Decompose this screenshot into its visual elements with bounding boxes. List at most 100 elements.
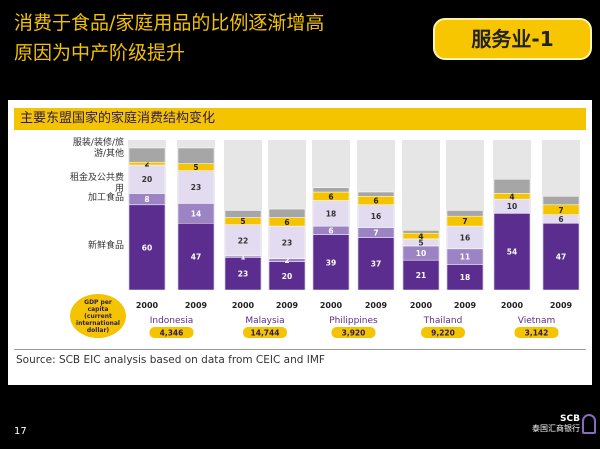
data-label: 4 <box>418 232 423 241</box>
legend-label: 租金及公共费用 <box>69 173 124 195</box>
data-label: 54 <box>507 248 517 257</box>
data-label: 37 <box>371 260 381 269</box>
badge: 服务业-1 <box>433 18 592 60</box>
data-label: 10 <box>507 202 517 211</box>
data-label: 60 <box>142 243 152 252</box>
data-label: 16 <box>460 233 470 242</box>
data-label: 6 <box>328 226 333 235</box>
bar-segment <box>446 264 484 291</box>
data-label: 23 <box>191 183 201 192</box>
data-label: 6 <box>328 192 333 201</box>
bar-segment <box>357 237 395 291</box>
data-label: 7 <box>373 228 378 237</box>
bar-segment <box>357 191 395 197</box>
data-label: 2 <box>144 160 149 169</box>
data-label: 6 <box>284 218 289 227</box>
bar-segment <box>128 204 166 291</box>
bar-segment <box>177 147 215 164</box>
data-label: 47 <box>556 253 566 262</box>
data-label: 7 <box>462 217 467 226</box>
group-label: Malaysia <box>245 316 284 326</box>
panel-title: 主要东盟国家的家庭消费结构变化 <box>14 108 586 130</box>
gdp-pill <box>149 327 194 338</box>
data-label: 14 <box>191 209 201 218</box>
data-label: 16 <box>371 212 381 221</box>
data-label: 20 <box>142 175 152 184</box>
gdp-value: 14,744 <box>251 329 280 338</box>
data-label: 5 <box>418 238 423 247</box>
data-label: 23 <box>282 238 292 247</box>
bar-segment <box>402 230 440 234</box>
data-label: 4 <box>509 192 514 201</box>
x-tick-label: 2009 <box>454 301 477 310</box>
logo: SCB 泰国汇商银行 <box>520 414 580 434</box>
x-tick-label: 2000 <box>320 301 343 310</box>
legend-label: 新鲜食品 <box>87 241 124 252</box>
gdp-value: 4,346 <box>160 329 184 338</box>
x-tick-label: 2000 <box>136 301 159 310</box>
bar-segment <box>224 224 262 257</box>
gdp-value: 3,920 <box>342 329 366 338</box>
title: 消费于食品/家庭用品的比例逐渐增高 原因为中产阶级提升 <box>14 8 324 68</box>
group-label: Indonesia <box>150 316 194 326</box>
data-label: 11 <box>460 253 470 262</box>
data-label: 22 <box>238 236 248 245</box>
bar-segment <box>402 259 440 291</box>
data-label: 8 <box>144 195 149 204</box>
group-label: Philippines <box>329 316 378 326</box>
data-label: 7 <box>558 206 563 215</box>
x-tick-label: 2009 <box>365 301 388 310</box>
title-line: 消费于食品/家庭用品的比例逐渐增高 <box>14 12 325 34</box>
data-label: 20 <box>282 272 292 281</box>
data-label: 18 <box>326 209 336 218</box>
group-label: Thailand <box>423 316 463 326</box>
divider <box>14 349 586 350</box>
bar-segment <box>224 257 262 291</box>
bar-segment <box>312 187 350 193</box>
bar-segment <box>268 225 306 260</box>
data-label: 39 <box>326 258 336 267</box>
logo-name: SCB <box>560 414 580 424</box>
data-label: 23 <box>238 270 248 279</box>
gdp-value: 9,220 <box>431 329 455 338</box>
logo-icon <box>582 414 596 434</box>
legend-label: 加工食品 <box>87 193 124 204</box>
gdp-value: 3,142 <box>525 329 549 338</box>
data-label: 5 <box>240 217 245 226</box>
x-tick-label: 2009 <box>550 301 573 310</box>
x-tick-label: 2000 <box>410 301 433 310</box>
data-label: 10 <box>416 249 426 258</box>
data-label: 6 <box>558 215 563 224</box>
x-tick-label: 2009 <box>185 301 208 310</box>
logo-subtitle: 泰国汇商银行 <box>532 424 580 433</box>
data-label: 1 <box>240 253 245 262</box>
bar-segment <box>493 178 531 194</box>
legend-label: 服装/装修/旅游/其他 <box>72 138 124 159</box>
group-label: Vietnam <box>518 316 556 326</box>
title-line: 原因为中产阶级提升 <box>14 42 186 64</box>
bar-segment <box>128 147 166 163</box>
x-tick-label: 2000 <box>232 301 255 310</box>
bar-segment <box>268 261 306 291</box>
gdp-pill <box>243 327 287 338</box>
source: Source: SCB EIC analysis based on data f… <box>16 354 325 366</box>
x-tick-label: 2000 <box>501 301 524 310</box>
page-number: 17 <box>14 426 27 437</box>
bar-segment <box>177 170 215 204</box>
bar-segment <box>312 234 350 291</box>
data-label: 47 <box>191 253 201 262</box>
bar-segment <box>128 164 166 194</box>
gdp-pill <box>514 327 559 338</box>
bar-segment <box>224 210 262 218</box>
bar-segment <box>312 200 350 227</box>
data-label: 21 <box>416 271 426 280</box>
gdp-pill <box>421 327 465 338</box>
data-label: 2 <box>284 256 289 265</box>
data-label: 18 <box>460 273 470 282</box>
bar-segment <box>542 196 580 206</box>
x-tick-label: 2009 <box>276 301 299 310</box>
bar-segment <box>177 223 215 291</box>
bar-segment <box>446 210 484 217</box>
